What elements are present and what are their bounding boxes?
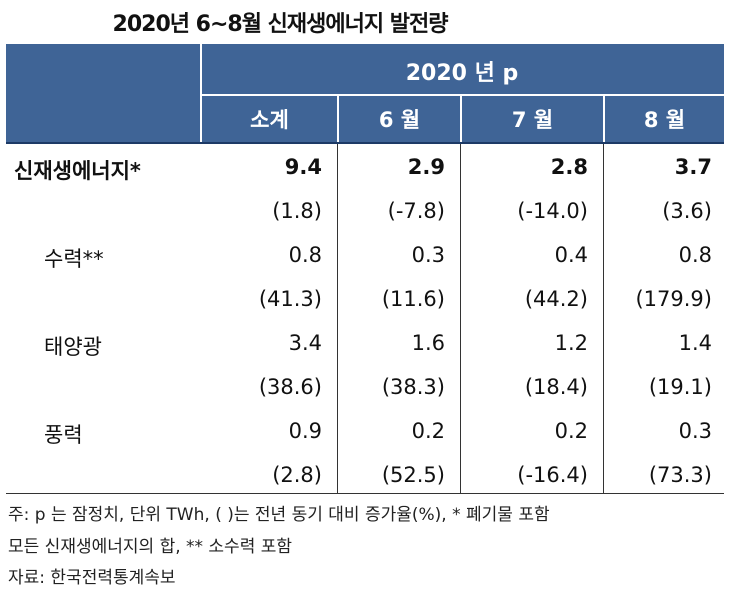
table-cell: 0.2 [554,419,588,443]
table-cell: (44.2) [524,287,588,311]
header-divider [603,94,605,142]
table-row: 풍력 0.9 0.2 0.2 0.3 [0,411,718,455]
table-title: 2020년 6~8월 신재생에너지 발전량 [112,12,449,37]
footnote-source: 자료: 한국전력통계속보 [8,568,176,588]
col-header-july: 7 월 [511,108,554,132]
col-header-subtotal: 소계 [250,108,289,132]
table-cell: (41.3) [258,287,322,311]
footnote-2: 모든 신재생에너지의 합, ** 소수력 포함 [8,537,293,557]
table-bottom-rule [6,493,724,494]
table-row: (38.6) (38.3) (18.4) (19.1) [0,367,718,411]
table-cell: 9.4 [284,155,322,179]
table-cell: 0.8 [288,243,322,267]
table-cell: (18.4) [524,375,588,399]
column-separator [460,144,461,493]
table-row: 수력** 0.8 0.3 0.4 0.8 [0,235,718,279]
table-cell: 1.6 [411,331,445,355]
header-divider [200,94,724,96]
header-row-year: 2020 년 p [6,44,724,94]
table-cell: (3.6) [662,199,712,223]
table-cell: 0.8 [678,243,712,267]
column-separator [603,144,604,493]
row-label: 풍력 [44,423,83,447]
table-cell: (52.5) [381,463,445,487]
table-cell: 3.7 [674,155,712,179]
row-label: 신재생에너지* [14,159,141,183]
table-cell: (-16.4) [517,463,588,487]
year-header: 2020 년 p [405,61,519,86]
table-cell: 3.4 [288,331,322,355]
table-cell: 1.4 [678,331,712,355]
footnote-1: 주: p 는 잠정치, 단위 TWh, ( )는 전년 동기 대비 증가율(%)… [8,505,550,525]
header-divider [200,44,202,142]
table-top-rule [6,142,724,144]
table-cell: 0.4 [554,243,588,267]
row-label: 태양광 [44,335,102,359]
header-divider [460,94,462,142]
col-header-august: 8 월 [643,108,686,132]
table-cell: 2.8 [550,155,588,179]
table-cell: (38.3) [381,375,445,399]
table-cell: 0.2 [411,419,445,443]
table-cell: (19.1) [648,375,712,399]
table-cell: 0.3 [411,243,445,267]
table-cell: (2.8) [272,463,322,487]
header-divider [337,94,339,142]
table-row: (2.8) (52.5) (-16.4) (73.3) [0,455,718,499]
table-cell: 0.9 [288,419,322,443]
column-separator [337,144,338,493]
table-row: 태양광 3.4 1.6 1.2 1.4 [0,323,718,367]
table-cell: (-7.8) [387,199,445,223]
table-row: (41.3) (11.6) (44.2) (179.9) [0,279,718,323]
table-cell: 1.2 [554,331,588,355]
table-cell: 2.9 [407,155,445,179]
table-cell: (38.6) [258,375,322,399]
table-cell: (179.9) [635,287,712,311]
table-row: (1.8) (-7.8) (-14.0) (3.6) [0,191,718,235]
table-cell: (1.8) [272,199,322,223]
table-cell: (11.6) [381,287,445,311]
table-cell: (73.3) [648,463,712,487]
row-label: 수력** [44,247,104,271]
table-cell: 0.3 [678,419,712,443]
table-cell: (-14.0) [517,199,588,223]
col-header-june: 6 월 [378,108,421,132]
table-row: 신재생에너지* 9.4 2.9 2.8 3.7 [0,147,718,191]
